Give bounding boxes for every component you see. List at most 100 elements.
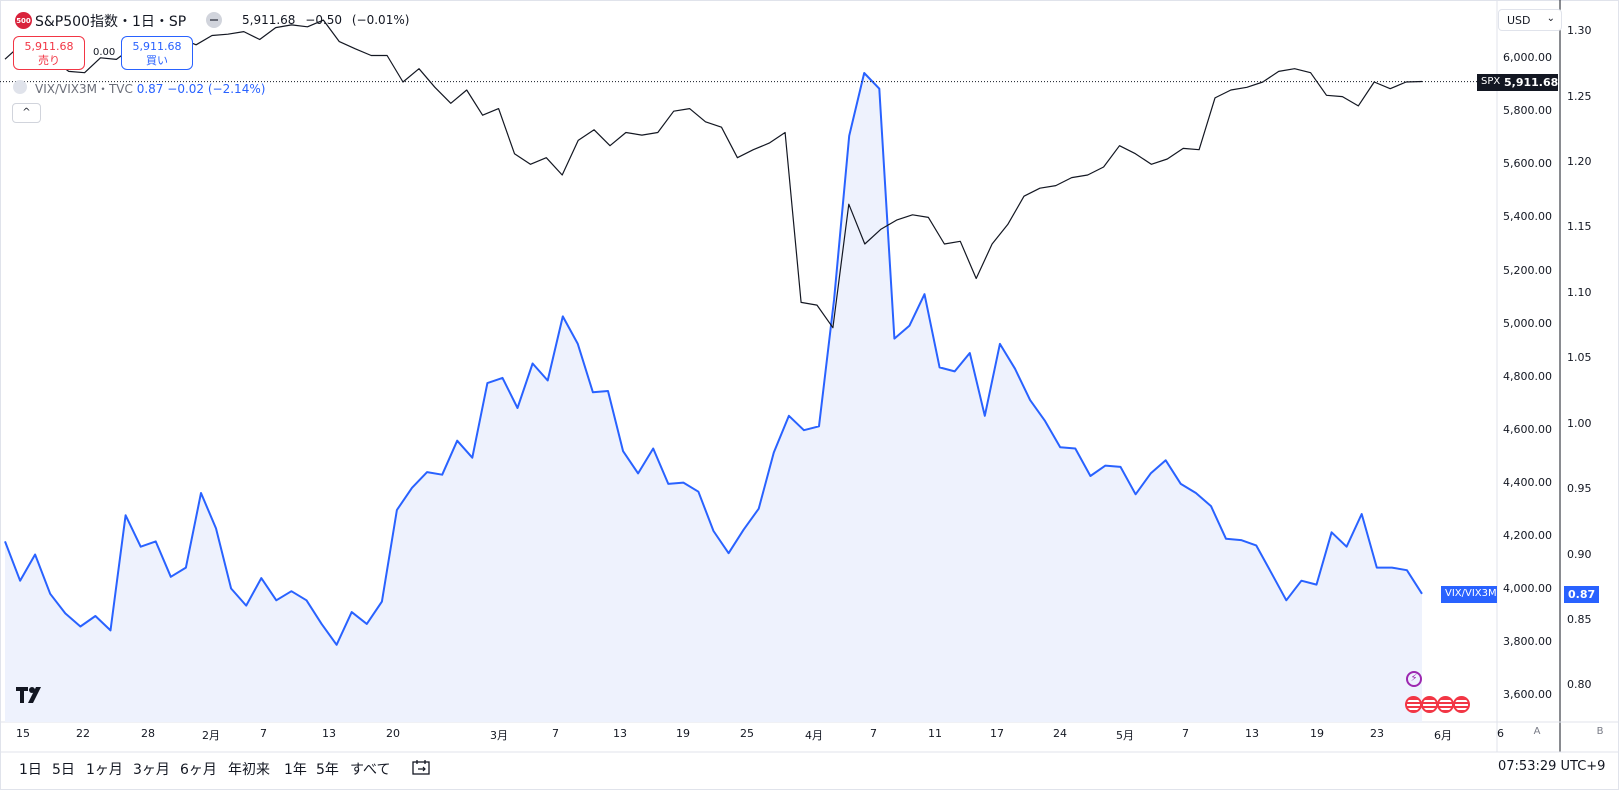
left-axis-tick-label: 4,200.00	[1503, 529, 1552, 543]
buy-label: 買い	[146, 54, 168, 67]
time-axis-label: 13	[613, 727, 627, 740]
symbol-title[interactable]: S&P500指数・1日・SP	[35, 14, 187, 30]
range-button[interactable]: すべて	[350, 762, 391, 778]
time-axis-label: 5月	[1116, 729, 1134, 742]
time-axis-label: 15	[16, 727, 30, 740]
time-axis-label: 22	[76, 727, 90, 740]
scale-mode-button[interactable]: B	[1596, 726, 1604, 737]
range-toolbar: 1日 5日 1ヶ月 3ヶ月 6ヶ月 年初来 1年 5年 すべて	[0, 751, 1619, 789]
left-axis-tick-label: 5,400.00	[1503, 210, 1552, 224]
time-axis-label: 23	[1370, 727, 1384, 740]
range-button[interactable]: 1ヶ月	[86, 762, 123, 778]
sell-button[interactable]: 5,911.68 売り	[13, 36, 85, 70]
range-button[interactable]: 年初来	[228, 762, 270, 778]
time-axis-label: 11	[928, 727, 942, 740]
range-button[interactable]: 1日	[19, 762, 42, 778]
right-axis-tick-label: 0.90	[1567, 547, 1592, 561]
right-axis-tick-label: 0.80	[1567, 678, 1592, 692]
sell-price: 5,911.68	[24, 40, 74, 53]
right-axis-tick-label: 0.85	[1567, 612, 1592, 626]
left-axis-tick-label: 4,600.00	[1503, 422, 1552, 436]
time-axis-label: 7	[552, 727, 559, 740]
time-axis-label: 2月	[202, 729, 220, 742]
left-axis-tick-label: 6,000.00	[1503, 51, 1552, 65]
right-axis-tick-label: 1.25	[1567, 89, 1592, 103]
overlay-legend[interactable]: VIX/VIX3M・TVC 0.87 −0.02 (−2.14%)	[35, 80, 265, 97]
lightning-event-icon[interactable]: ⚡	[1406, 671, 1422, 687]
left-axis-tick-label: 3,800.00	[1503, 635, 1552, 649]
symbol-badge-icon: 500	[15, 12, 32, 29]
time-axis-label: 13	[1245, 727, 1259, 740]
time-axis-label: 19	[676, 727, 690, 740]
right-axis-tick-label: 1.05	[1567, 351, 1592, 365]
time-axis-label: 4月	[805, 729, 823, 742]
right-axis-tick-label: 1.30	[1567, 24, 1592, 38]
range-button[interactable]: 1年	[284, 762, 307, 778]
price-change-pct: (−0.01%)	[351, 13, 410, 27]
sell-label: 売り	[38, 54, 60, 67]
left-axis-tick-label: 5,600.00	[1503, 157, 1552, 171]
left-axis-tick-label: 4,400.00	[1503, 476, 1552, 489]
right-axis-tick-label: 1.15	[1567, 220, 1592, 234]
range-button[interactable]: 6ヶ月	[180, 762, 217, 778]
range-button[interactable]: 3ヶ月	[133, 762, 170, 778]
right-axis-tick-label: 0.95	[1567, 482, 1592, 496]
clock[interactable]: 07:53:29 UTC+9	[1498, 759, 1606, 774]
left-axis-tick-label: 4,800.00	[1503, 369, 1552, 383]
visibility-eye-icon[interactable]	[13, 80, 27, 94]
spx-name-tag: SPX	[1477, 73, 1505, 91]
us-flag-event-icon[interactable]	[1437, 696, 1454, 713]
time-axis-label: 28	[141, 727, 155, 740]
tradingview-logo-icon[interactable]	[16, 687, 47, 703]
overlay-change: −0.02	[167, 82, 205, 96]
time-axis-label: 7	[260, 727, 267, 740]
overlay-change-pct: (−2.14%)	[207, 82, 266, 96]
left-axis-tick-label: 3,600.00	[1503, 688, 1552, 702]
auto-scale-button[interactable]: A	[1533, 726, 1541, 737]
buy-button[interactable]: 5,911.68 買い	[121, 36, 193, 70]
vix-name-tag: VIX/VIX3M	[1441, 585, 1497, 603]
vix-area-fill	[5, 73, 1422, 722]
chevron-down-icon: ⌄	[1546, 13, 1555, 24]
time-axis-label: 3月	[490, 729, 508, 742]
range-button[interactable]: 5日	[52, 762, 75, 778]
time-axis-label: 7	[1182, 727, 1189, 740]
last-price: 5,911.68	[242, 13, 296, 27]
time-axis-label: 13	[322, 727, 336, 740]
price-change: −0.50	[305, 13, 343, 27]
us-flag-event-icon[interactable]	[1405, 696, 1422, 713]
spx-series-line	[4, 19, 1423, 329]
time-axis-label: 24	[1053, 727, 1067, 740]
vix-price-tag: 0.87	[1564, 585, 1599, 603]
right-axis-tick-label: 1.20	[1567, 155, 1592, 168]
time-axis-label: 25	[740, 727, 754, 740]
time-axis-label: 17	[990, 727, 1004, 740]
overlay-name: VIX/VIX3M・TVC	[35, 82, 133, 96]
vix-series-line	[4, 72, 1423, 646]
time-axis-label: 6月	[1434, 729, 1452, 742]
time-axis-label: 7	[870, 727, 877, 740]
time-axis-label: 20	[386, 727, 400, 740]
left-axis-tick-label: 5,000.00	[1503, 316, 1552, 330]
right-axis-tick-label: 1.00	[1567, 416, 1592, 430]
ohlc-legend: 5,911.68 −0.50 (−0.01%)	[242, 13, 415, 27]
us-flag-event-icon[interactable]	[1421, 696, 1438, 713]
left-axis-tick-label: 5,800.00	[1503, 104, 1552, 118]
time-axis-label: 6	[1497, 727, 1504, 740]
overlay-value: 0.87	[136, 82, 164, 96]
buy-price: 5,911.68	[132, 40, 182, 53]
currency-value: USD	[1507, 14, 1531, 27]
spx-price-tag: 5,911.68	[1500, 73, 1558, 91]
goto-date-icon[interactable]	[412, 759, 430, 775]
time-axis-label: 19	[1310, 727, 1324, 740]
spread-value: 0.00	[93, 47, 116, 58]
us-flag-event-icon[interactable]	[1453, 696, 1470, 713]
collapse-legend-button[interactable]: ^	[12, 103, 41, 123]
right-axis-tick-label: 1.10	[1567, 285, 1592, 299]
minimize-icon[interactable]	[206, 12, 222, 28]
range-button[interactable]: 5年	[316, 762, 339, 778]
left-axis-tick-label: 4,000.00	[1503, 582, 1552, 596]
currency-select[interactable]: USD ⌄	[1498, 9, 1562, 31]
